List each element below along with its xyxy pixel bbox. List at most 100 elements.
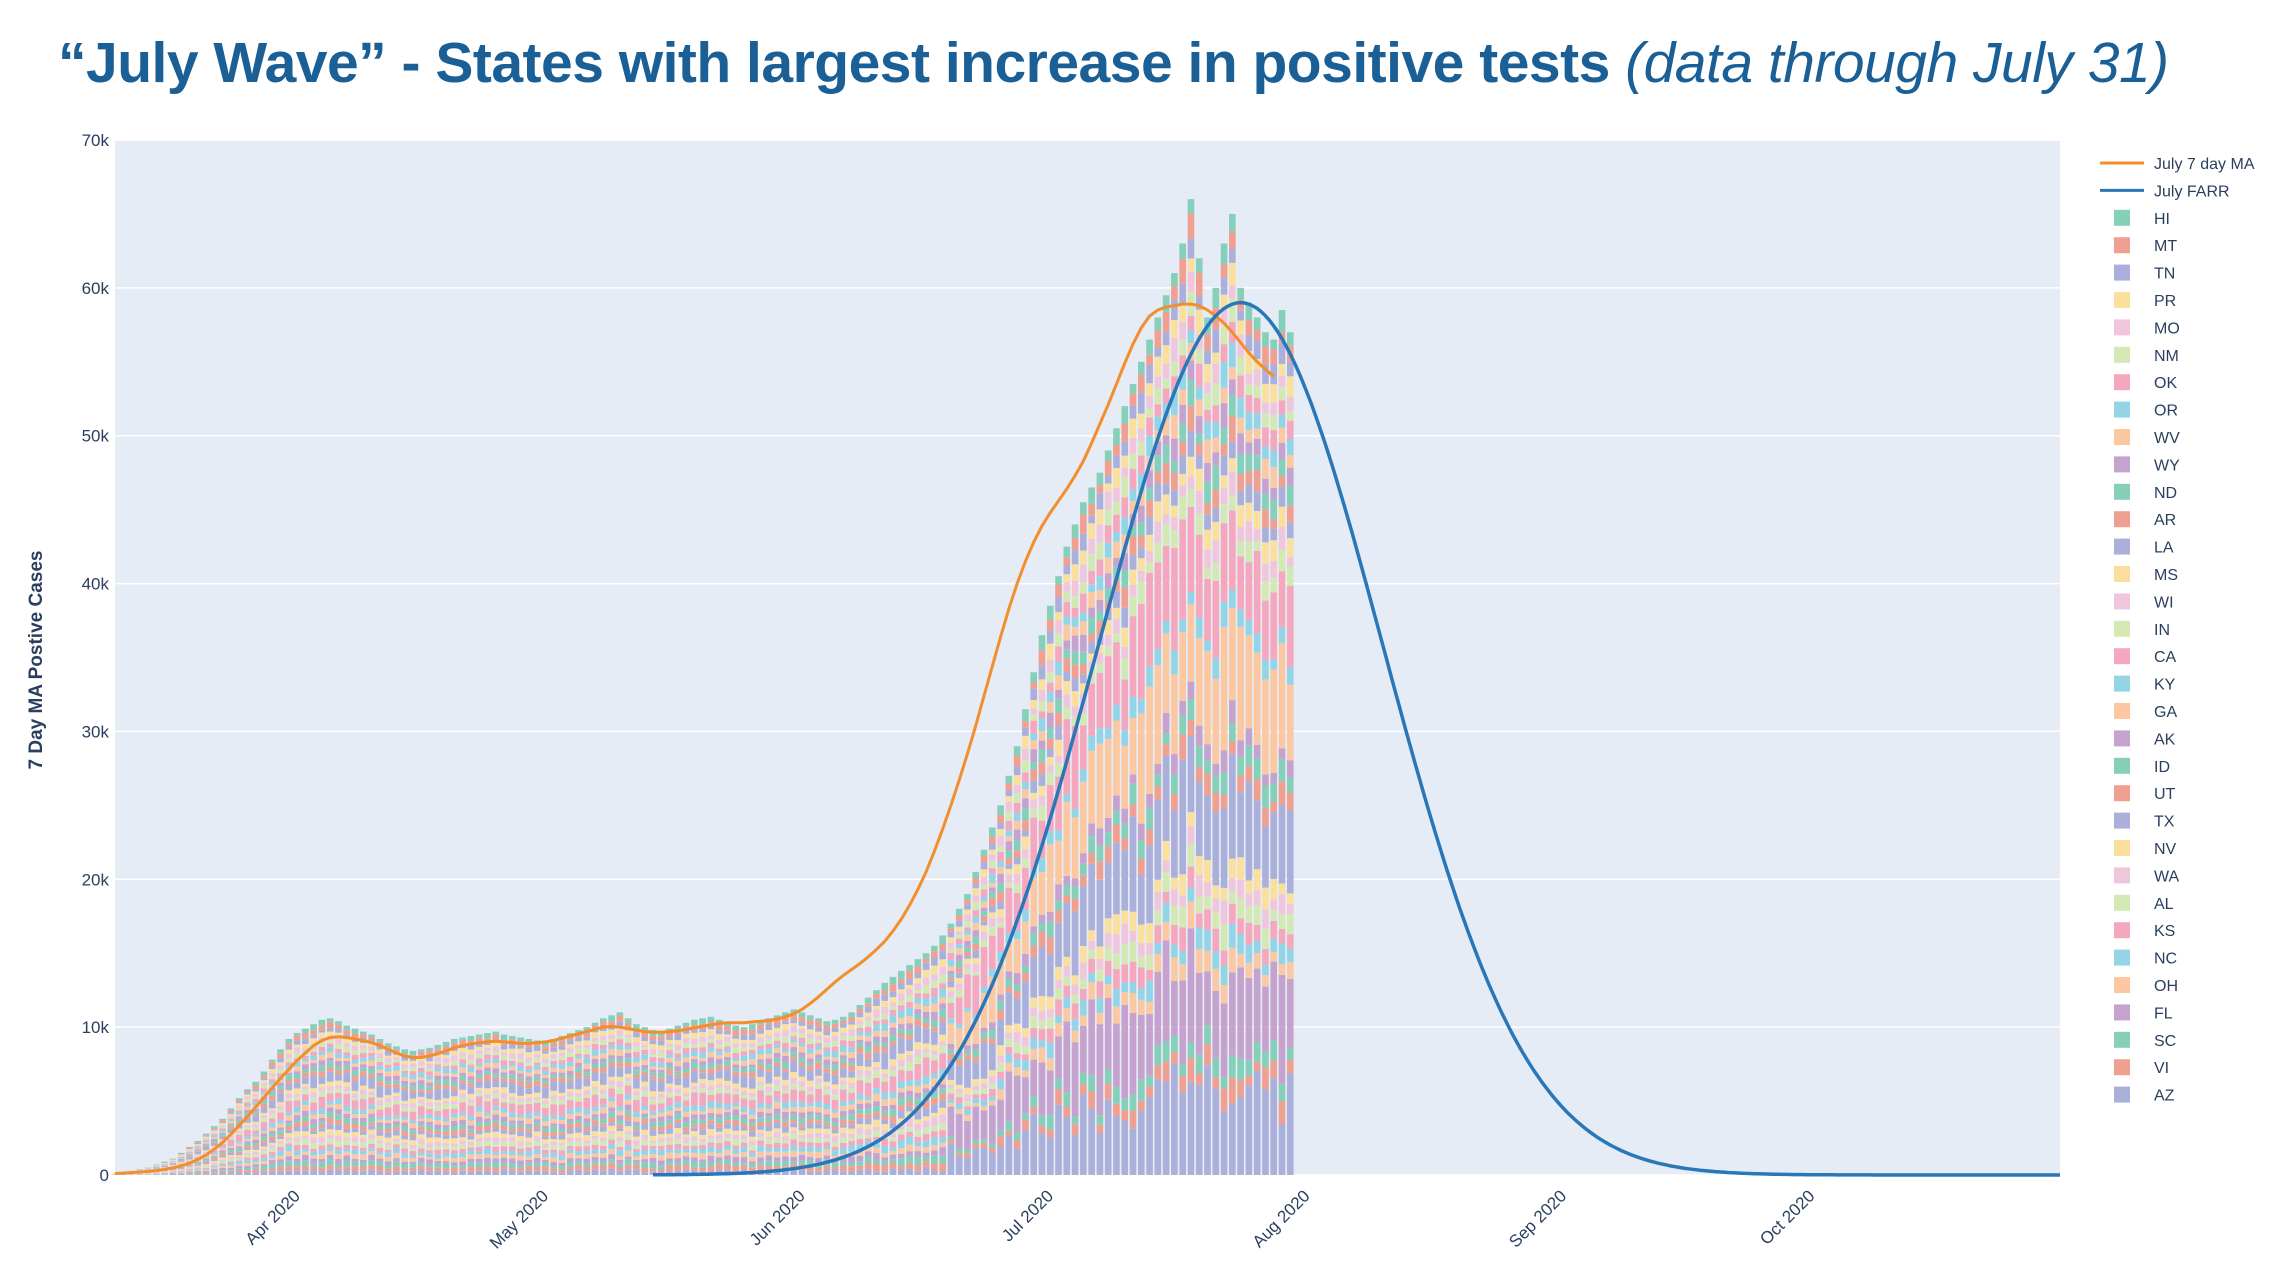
legend-item-sc[interactable]: SC bbox=[2114, 1031, 2176, 1050]
bar-segment-ca bbox=[1171, 547, 1178, 651]
legend-item-ar[interactable]: AR bbox=[2114, 511, 2176, 529]
bar-segment-ga bbox=[881, 1099, 889, 1106]
legend-item-ky[interactable]: KY bbox=[2114, 675, 2176, 694]
bar-segment-vi bbox=[442, 1168, 450, 1172]
legend-item-nd[interactable]: ND bbox=[2114, 483, 2177, 502]
legend-item-id[interactable]: ID bbox=[2114, 757, 2170, 776]
bar-segment-in bbox=[393, 1100, 400, 1105]
legend-item-ca[interactable]: CA bbox=[2114, 648, 2177, 666]
bar-segment-ms bbox=[583, 1086, 591, 1091]
bar-segment-ak bbox=[724, 1112, 731, 1116]
legend-item-wy[interactable]: WY bbox=[2114, 456, 2180, 474]
bar-segment-la bbox=[186, 1157, 193, 1160]
bar-segment-ms bbox=[881, 1069, 889, 1074]
legend-item-mt[interactable]: MT bbox=[2114, 237, 2177, 255]
bar-segment-pr bbox=[318, 1032, 326, 1038]
legend-item-july-7-day-ma[interactable]: July 7 day MA bbox=[2100, 156, 2255, 173]
bar-segment-ga bbox=[227, 1146, 235, 1149]
legend-item-nm[interactable]: NM bbox=[2114, 346, 2179, 365]
legend-item-wi[interactable]: WI bbox=[2114, 593, 2174, 611]
bar-segment-wy bbox=[517, 1073, 524, 1078]
legend-item-ok[interactable]: OK bbox=[2114, 374, 2177, 392]
bar-segment-fl bbox=[219, 1167, 226, 1170]
legend-item-az[interactable]: AZ bbox=[2114, 1086, 2175, 1105]
legend-item-tx[interactable]: TX bbox=[2114, 812, 2175, 831]
bar-segment-ky bbox=[765, 1104, 773, 1109]
bar-segment-wy bbox=[997, 873, 1004, 884]
bar-segment-fl bbox=[1071, 1042, 1079, 1117]
bar-segment-ks bbox=[707, 1142, 715, 1147]
bar-segment-tx bbox=[1088, 863, 1095, 931]
bar-segment-hi bbox=[806, 1015, 814, 1020]
bar-segment-ca bbox=[500, 1102, 508, 1109]
bar-segment-id bbox=[600, 1118, 607, 1124]
legend-item-hi[interactable]: HI bbox=[2114, 209, 2170, 228]
legend-item-fl[interactable]: FL bbox=[2114, 1004, 2173, 1022]
bar-segment-nv bbox=[194, 1165, 202, 1167]
bar-segment-wi bbox=[566, 1091, 574, 1097]
bar-segment-or bbox=[1022, 781, 1029, 790]
legend-item-or[interactable]: OR bbox=[2114, 401, 2178, 420]
legend-item-la[interactable]: LA bbox=[2114, 538, 2174, 557]
bar-segment-wa bbox=[335, 1135, 342, 1141]
legend-item-pr[interactable]: PR bbox=[2114, 292, 2176, 310]
bar-segment-ks bbox=[1262, 948, 1269, 965]
legend-item-nc[interactable]: NC bbox=[2114, 949, 2177, 968]
legend-item-oh[interactable]: OH bbox=[2114, 977, 2178, 995]
legend-item-wa[interactable]: WA bbox=[2114, 867, 2180, 885]
bar-segment-nm bbox=[1171, 361, 1178, 377]
bar-segment-la bbox=[790, 1061, 797, 1073]
legend-item-ut[interactable]: UT bbox=[2114, 785, 2176, 803]
legend-item-vi[interactable]: VI bbox=[2114, 1059, 2169, 1077]
bar-segment-ar bbox=[434, 1084, 442, 1090]
bar-segment-nc bbox=[1137, 988, 1145, 1000]
bar-segment-ar bbox=[186, 1156, 193, 1158]
bar-segment-ks bbox=[1212, 928, 1220, 952]
bar-segment-ga bbox=[732, 1106, 740, 1110]
legend-bar-swatch bbox=[2114, 511, 2130, 528]
legend-item-ms[interactable]: MS bbox=[2114, 566, 2178, 584]
bar-segment-vi bbox=[550, 1168, 557, 1173]
bar-segment-la bbox=[922, 1028, 930, 1044]
legend-item-mo[interactable]: MO bbox=[2114, 319, 2180, 337]
bar-segment-ak bbox=[326, 1107, 334, 1113]
legend-item-ks[interactable]: KS bbox=[2114, 922, 2175, 940]
bar-segment-vi bbox=[252, 1169, 260, 1173]
bar-segment-pr bbox=[1030, 700, 1038, 709]
legend-item-wv[interactable]: WV bbox=[2114, 429, 2180, 447]
bar-segment-la bbox=[542, 1087, 549, 1099]
bar-segment-al bbox=[1270, 909, 1278, 921]
bar-segment-ga bbox=[682, 1111, 690, 1117]
legend-item-tn[interactable]: TN bbox=[2114, 264, 2175, 283]
bar-segment-or bbox=[608, 1045, 615, 1049]
bar-segment-wa bbox=[186, 1167, 193, 1169]
bar-segment-or bbox=[558, 1064, 566, 1069]
legend-item-ak[interactable]: AK bbox=[2114, 730, 2176, 748]
bar-segment-nd bbox=[790, 1051, 797, 1058]
bar-segment-ks bbox=[508, 1146, 516, 1151]
bar-segment-sc bbox=[790, 1161, 797, 1165]
legend-item-nv[interactable]: NV bbox=[2114, 840, 2177, 858]
bar-segment-ut bbox=[434, 1131, 442, 1135]
bar-segment-oh bbox=[831, 1155, 839, 1159]
bar-segment-ga bbox=[1113, 720, 1120, 796]
bar-segment-ut bbox=[997, 1010, 1004, 1020]
bar-segment-nv bbox=[1096, 946, 1104, 960]
y-tick-label: 60k bbox=[82, 279, 110, 298]
bar-segment-al bbox=[1229, 891, 1236, 904]
bar-segment-ut bbox=[1096, 861, 1104, 880]
bar-segment-mo bbox=[881, 1006, 889, 1015]
bar-segment-ut bbox=[840, 1119, 847, 1125]
bar-segment-nc bbox=[235, 1162, 243, 1165]
legend-item-in[interactable]: IN bbox=[2114, 620, 2170, 639]
bar-segment-or bbox=[1080, 612, 1087, 622]
legend-item-ga[interactable]: GA bbox=[2114, 703, 2177, 721]
bar-segment-nc bbox=[1146, 980, 1153, 1002]
bar-segment-ms bbox=[939, 1034, 946, 1042]
legend-item-july-farr[interactable]: July FARR bbox=[2100, 183, 2230, 200]
bar-segment-oh bbox=[302, 1151, 309, 1155]
bar-segment-wy bbox=[964, 940, 971, 948]
bar-segment-ak bbox=[1080, 853, 1087, 864]
bar-segment-wv bbox=[591, 1055, 599, 1059]
legend-item-al[interactable]: AL bbox=[2114, 894, 2174, 913]
